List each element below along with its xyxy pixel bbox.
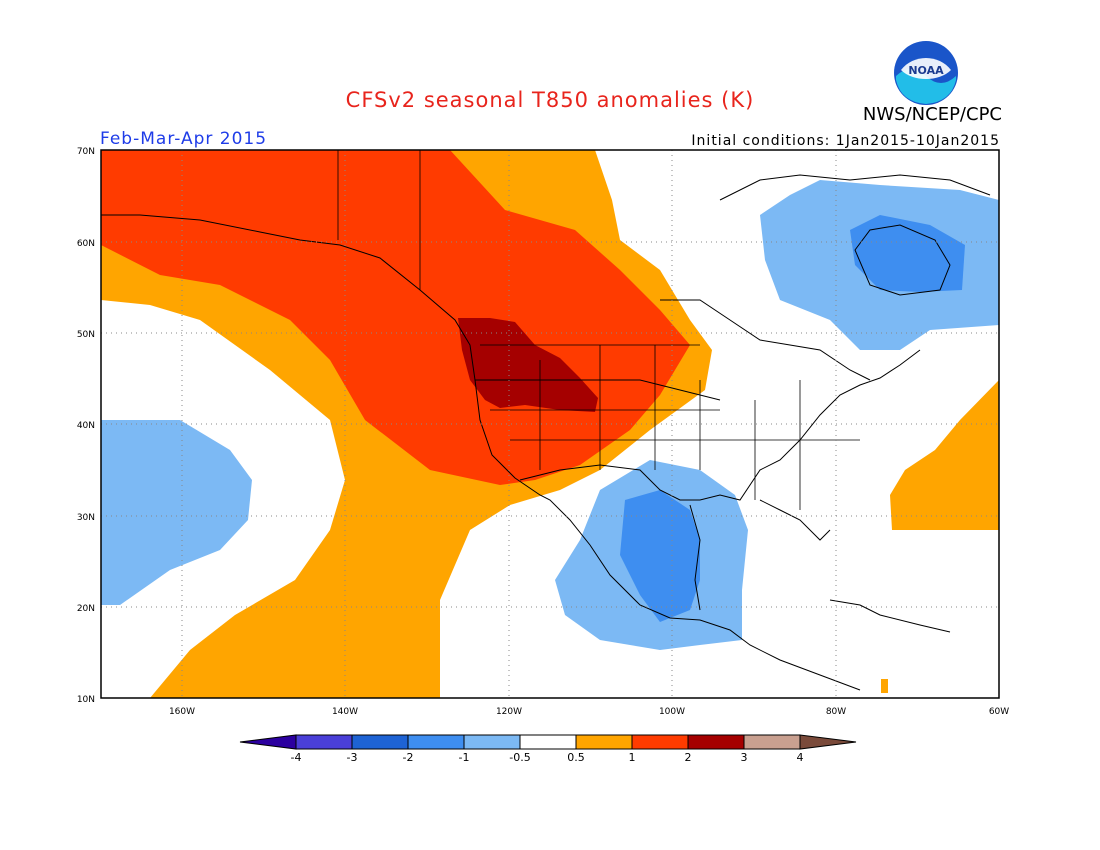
lon-label: 60W — [989, 707, 1009, 717]
longitude-labels: 160W 140W 120W 100W 80W 60W — [169, 707, 1009, 717]
legend-swatch-high — [799, 734, 857, 750]
lat-label: 10N — [77, 695, 95, 705]
lon-label: 120W — [496, 707, 522, 717]
state-borders — [337, 150, 860, 510]
lat-label: 30N — [77, 513, 95, 523]
legend-tick-label: -2 — [403, 751, 414, 764]
legend-swatch — [463, 734, 521, 750]
legend-tick-label: -1 — [459, 751, 470, 764]
lon-label: 80W — [826, 707, 846, 717]
legend-tick-label: 2 — [685, 751, 692, 764]
lat-label: 70N — [77, 147, 95, 157]
legend-tick-label: 3 — [741, 751, 748, 764]
legend-swatch — [351, 734, 409, 750]
legend-tick-label: -3 — [347, 751, 358, 764]
latitude-labels: 10N 20N 30N 40N 50N 60N 70N — [77, 147, 95, 705]
lon-label: 140W — [332, 707, 358, 717]
legend-tick-label: 1 — [629, 751, 636, 764]
legend-swatch — [743, 734, 801, 750]
coastlines — [101, 174, 991, 691]
color-legend: -4 -3 -2 -1 -0.5 0.5 1 2 3 4 — [239, 734, 857, 764]
agency-label: NWS/NCEP/CPC — [862, 104, 1002, 125]
lon-label: 160W — [169, 707, 195, 717]
anomaly-region-blue-pacific — [101, 420, 252, 605]
legend-swatch — [519, 734, 577, 750]
legend-swatch — [407, 734, 465, 750]
legend-tick-label: -4 — [291, 751, 302, 764]
legend-swatch — [687, 734, 745, 750]
anomaly-region-darkred — [458, 318, 598, 412]
season-label: Feb-Mar-Apr 2015 — [100, 129, 268, 149]
initial-conditions-label: Initial conditions: 1Jan2015-10Jan2015 — [691, 133, 1000, 149]
map-frame — [100, 149, 1000, 699]
anomaly-region-midblue-mexico — [620, 490, 700, 622]
anomaly-fill — [101, 150, 999, 698]
noaa-logo: NOAA — [893, 40, 959, 106]
lat-label: 60N — [77, 239, 95, 249]
legend-swatch — [575, 734, 633, 750]
legend-tick-label: -0.5 — [509, 751, 530, 764]
lon-label: 100W — [659, 707, 685, 717]
lat-label: 40N — [77, 421, 95, 431]
anomaly-region-orange-caribbean — [881, 679, 888, 693]
map-title: CFSv2 seasonal T850 anomalies (K) — [345, 88, 755, 112]
lat-label: 50N — [77, 330, 95, 340]
legend-swatch — [631, 734, 689, 750]
legend-tick-label: 0.5 — [567, 751, 585, 764]
anomaly-region-midblue-labrador — [850, 215, 965, 292]
legend-swatch — [295, 734, 353, 750]
legend-tick-label: 4 — [797, 751, 804, 764]
lat-label: 20N — [77, 604, 95, 614]
anomaly-region-orange-atlantic — [890, 380, 999, 530]
legend-swatch-low — [239, 734, 297, 750]
svg-text:NOAA: NOAA — [908, 64, 944, 77]
